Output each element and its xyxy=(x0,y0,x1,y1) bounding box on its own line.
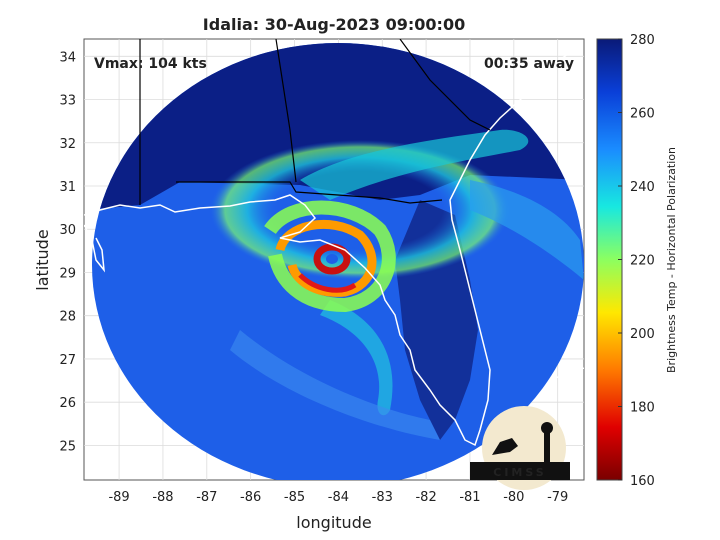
x-tick-labels: -89 -88 -87 -86 -85 -84 -83 -82 -81 -80 -79 xyxy=(108,490,568,505)
x-tick-label: -88 xyxy=(152,490,173,505)
y-tick-label: 28 xyxy=(59,310,76,325)
logo-banner xyxy=(470,462,570,480)
x-tick-label: -80 xyxy=(503,490,524,505)
x-tick-label: -82 xyxy=(415,490,436,505)
y-axis-label: latitude xyxy=(33,229,52,290)
away-label: 00:35 away xyxy=(484,56,574,72)
x-tick-label: -89 xyxy=(108,490,129,505)
y-tick-label: 32 xyxy=(59,137,76,152)
y-tick-label: 25 xyxy=(59,439,76,454)
colorbar xyxy=(596,38,623,481)
y-tick-label: 31 xyxy=(59,180,76,195)
outer-southern-band xyxy=(230,330,440,440)
y-tick-label: 26 xyxy=(59,396,76,411)
colorbar-tick-label: 240 xyxy=(630,180,655,195)
cimss-logo: CIMSS xyxy=(470,406,570,490)
vmax-label: Vmax: 104 kts xyxy=(94,56,207,72)
georgia-florida-border xyxy=(176,181,443,204)
gulf-coast xyxy=(84,194,481,447)
x-tick-label: -86 xyxy=(240,490,261,505)
x-tick-label: -83 xyxy=(372,490,393,505)
spiral-band-green xyxy=(264,200,396,313)
colorbar-tick-labels: 280 260 240 220 200 180 160 xyxy=(618,33,655,489)
georgia-border xyxy=(275,39,297,183)
logo-tower-top-icon xyxy=(541,422,553,434)
colorbar-tick-label: 180 xyxy=(630,401,655,416)
y-tick-labels: 34 33 32 31 30 29 28 27 26 25 xyxy=(59,50,76,454)
inner-red-arc xyxy=(298,273,357,293)
y-tick-label: 33 xyxy=(59,94,76,109)
colorbar-tick-label: 260 xyxy=(630,107,655,122)
x-tick-label: -85 xyxy=(284,490,305,505)
northeast-rainband xyxy=(300,129,529,200)
y-tick-label: 27 xyxy=(59,353,76,368)
colorbar-tick-label: 280 xyxy=(630,33,655,48)
logo-text: CIMSS xyxy=(493,466,546,479)
louisiana-coast xyxy=(84,224,105,273)
bahamas-coast xyxy=(554,367,584,379)
y-tick-label: 34 xyxy=(59,50,76,65)
x-tick-label: -79 xyxy=(547,490,568,505)
southern-band xyxy=(320,300,393,416)
map-title: Idalia: 30-Aug-2023 09:00:00 xyxy=(203,15,465,34)
logo-tower-icon xyxy=(544,430,550,462)
colorbar-tick-label: 200 xyxy=(630,327,655,342)
eyewall xyxy=(313,243,351,275)
y-tick-label: 30 xyxy=(59,223,76,238)
coastlines xyxy=(84,39,584,447)
x-axis-label: longitude xyxy=(296,513,371,532)
logo-dish-icon xyxy=(492,438,518,455)
scan-swath xyxy=(92,43,584,480)
x-tick-label: -87 xyxy=(196,490,217,505)
colorbar-tick-label: 220 xyxy=(630,254,655,269)
x-tick-label: -81 xyxy=(459,490,480,505)
y-tick-label: 29 xyxy=(59,266,76,281)
eye xyxy=(326,254,338,264)
atlantic-coast xyxy=(449,47,576,431)
carolina-border xyxy=(399,39,491,131)
x-tick-label: -84 xyxy=(328,490,349,505)
east-band xyxy=(470,180,584,280)
colorbar-label: Brightness Temp - Horizontal Polarizatio… xyxy=(665,147,678,373)
colorbar-tick-label: 160 xyxy=(630,474,655,489)
